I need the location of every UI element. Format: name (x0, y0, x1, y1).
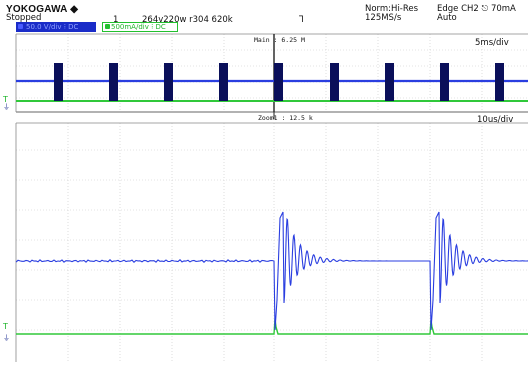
zoom-grid (16, 123, 528, 362)
ch2-label: 500mA/div ⁝ DC (111, 23, 166, 31)
ch1-marker-icon (18, 24, 23, 29)
zoom-ch2-ground-icon: T (2, 322, 8, 331)
main-timebase: 5ms/div (475, 38, 509, 48)
zoom-ch1-ground-icon: ⏚ (3, 334, 10, 342)
acquisition-mode: Norm:Hi-Res (365, 4, 419, 14)
zoom-ch1-trace (15, 211, 528, 331)
brand-logo: YOKOGAWA ◆ (6, 4, 79, 15)
trigger-mode-icon: Ꞁ (299, 15, 304, 25)
channel-bar: 50.0 V/div ⁝ DC 500mA/div ⁝ DC (16, 22, 178, 32)
record-number: 1 (113, 15, 119, 25)
trigger-mode: Auto (437, 13, 457, 23)
burst-markers (54, 63, 504, 101)
ch2-marker-icon (105, 24, 110, 29)
acquisition-status: Stopped (6, 13, 42, 23)
zoom-window-label: Zoom1 : 12.5 k (258, 114, 313, 122)
ch2-setting[interactable]: 500mA/div ⁝ DC (102, 22, 178, 32)
record-info: 264v220w r304 620k (142, 15, 233, 25)
ch1-setting[interactable]: 50.0 V/div ⁝ DC (16, 22, 96, 32)
main-ch1-ground-icon: ⏚ (3, 103, 10, 111)
zoom-timebase: 10us/div (477, 115, 514, 125)
ch1-label: 50.0 V/div ⁝ DC (26, 23, 79, 31)
sample-rate: 125MS/s (365, 13, 402, 23)
trigger-source: Edge CH2 ⎋ 70mA (437, 4, 516, 14)
main-window-label: Main : 6.25 M (254, 36, 305, 44)
main-ch2-ground-icon: T (2, 95, 8, 104)
